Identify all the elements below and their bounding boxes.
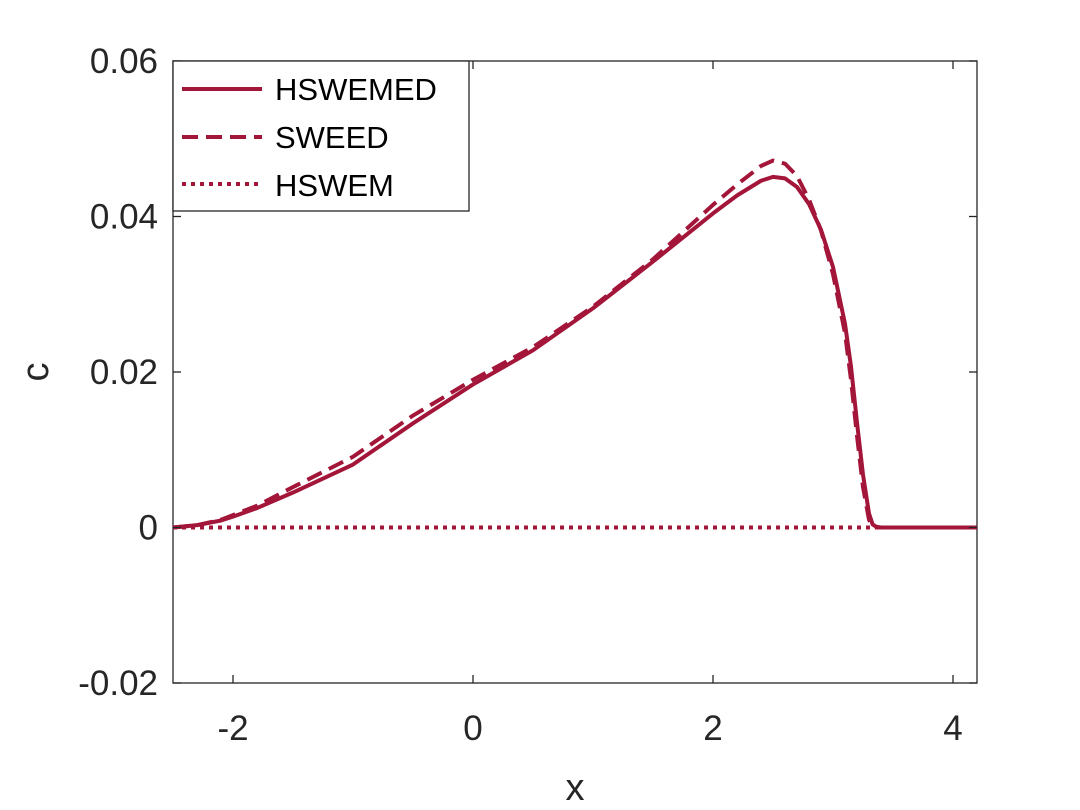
y-tick-label: 0.02 — [90, 353, 158, 392]
legend-label-sweed: SWEED — [275, 120, 389, 155]
tick-layer: -2 0 2 4 -0.02 0 0.02 0.04 0.06 — [78, 42, 977, 748]
legend: HSWEMED SWEED HSWEM — [172, 60, 470, 212]
legend-label-hswemed: HSWEMED — [275, 72, 437, 107]
series-layer — [172, 158, 977, 530]
y-tick-label: 0 — [139, 509, 158, 548]
series-line-hswemed — [172, 174, 977, 530]
y-axis-label: c — [15, 363, 57, 382]
y-tick-label: 0.04 — [90, 198, 158, 237]
x-tick-label: 4 — [943, 709, 962, 748]
y-tick-label: 0.06 — [90, 42, 158, 81]
y-tick-label: -0.02 — [78, 664, 158, 703]
legend-label-hswem: HSWEM — [275, 168, 394, 203]
x-tick-label: 2 — [703, 709, 722, 748]
x-tick-label: 0 — [463, 709, 482, 748]
legend-box — [172, 60, 470, 212]
x-axis-label: x — [566, 767, 585, 809]
x-tick-label: -2 — [217, 709, 248, 748]
